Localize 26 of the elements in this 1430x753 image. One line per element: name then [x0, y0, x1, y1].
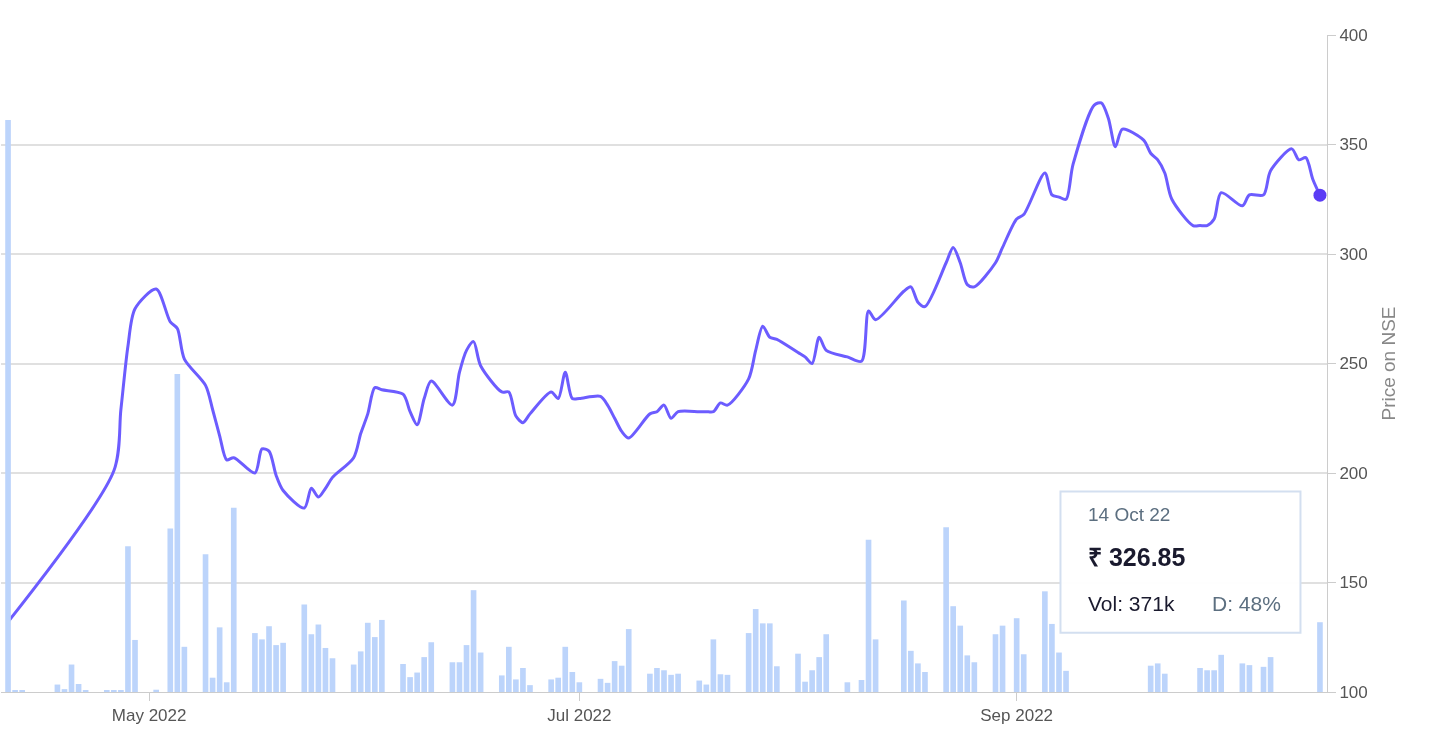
y-tick-label: 350 [1339, 135, 1368, 155]
annotation: D: 48% [1212, 592, 1281, 615]
bar [576, 682, 583, 692]
bar [1020, 654, 1027, 692]
annotation: Vol: 371k [1088, 592, 1175, 615]
y-tick-label: 400 [1339, 25, 1368, 45]
bar [696, 680, 703, 692]
y-tick-label: 150 [1339, 573, 1368, 593]
x-tick-label: May 2022 [111, 706, 187, 726]
y-tick-label: 100 [1339, 682, 1368, 702]
bar [717, 674, 724, 692]
bar [1239, 663, 1246, 692]
bar [167, 528, 174, 692]
bar [1317, 622, 1323, 692]
annotation: ₹ 326.85 [1088, 543, 1186, 571]
x-tick-label: Jul 2022 [547, 706, 612, 726]
x-tick-label: Sep 2022 [980, 706, 1054, 726]
bar [301, 604, 308, 692]
y-tick-label: 200 [1339, 463, 1368, 483]
bar [844, 682, 851, 692]
y-axis-title: Price on NSE [1377, 306, 1399, 421]
annotation: 14 Oct 22 [1088, 504, 1171, 525]
y-tick-label: 250 [1339, 354, 1368, 374]
bar [153, 689, 159, 692]
y-tick-label: 300 [1339, 244, 1368, 264]
bar [61, 689, 68, 692]
